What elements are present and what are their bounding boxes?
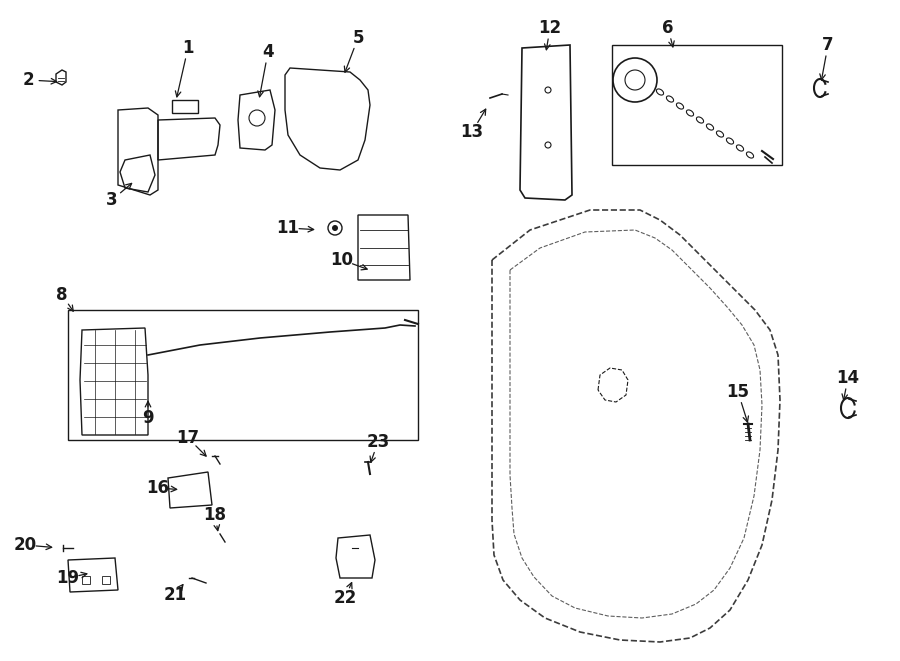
Text: 10: 10 (330, 251, 354, 269)
Text: 23: 23 (366, 433, 390, 451)
Circle shape (332, 225, 338, 231)
Text: 22: 22 (333, 589, 356, 607)
Text: 5: 5 (352, 29, 364, 47)
Text: 7: 7 (823, 36, 833, 54)
Text: 3: 3 (106, 191, 118, 209)
Text: 15: 15 (726, 383, 750, 401)
Text: 16: 16 (147, 479, 169, 497)
Text: 2: 2 (22, 71, 34, 89)
Text: 13: 13 (461, 123, 483, 141)
Bar (82, 576, 90, 584)
Text: 14: 14 (836, 369, 860, 387)
Bar (102, 576, 110, 584)
Text: 11: 11 (276, 219, 300, 237)
Text: 18: 18 (203, 506, 227, 524)
Text: 20: 20 (14, 536, 37, 554)
Text: 4: 4 (262, 43, 274, 61)
Text: 17: 17 (176, 429, 200, 447)
Text: 8: 8 (56, 286, 68, 304)
Text: 19: 19 (57, 569, 79, 587)
Text: 1: 1 (182, 39, 194, 57)
Text: 21: 21 (164, 586, 186, 604)
Text: 9: 9 (142, 409, 154, 427)
Text: 6: 6 (662, 19, 674, 37)
Text: 12: 12 (538, 19, 562, 37)
